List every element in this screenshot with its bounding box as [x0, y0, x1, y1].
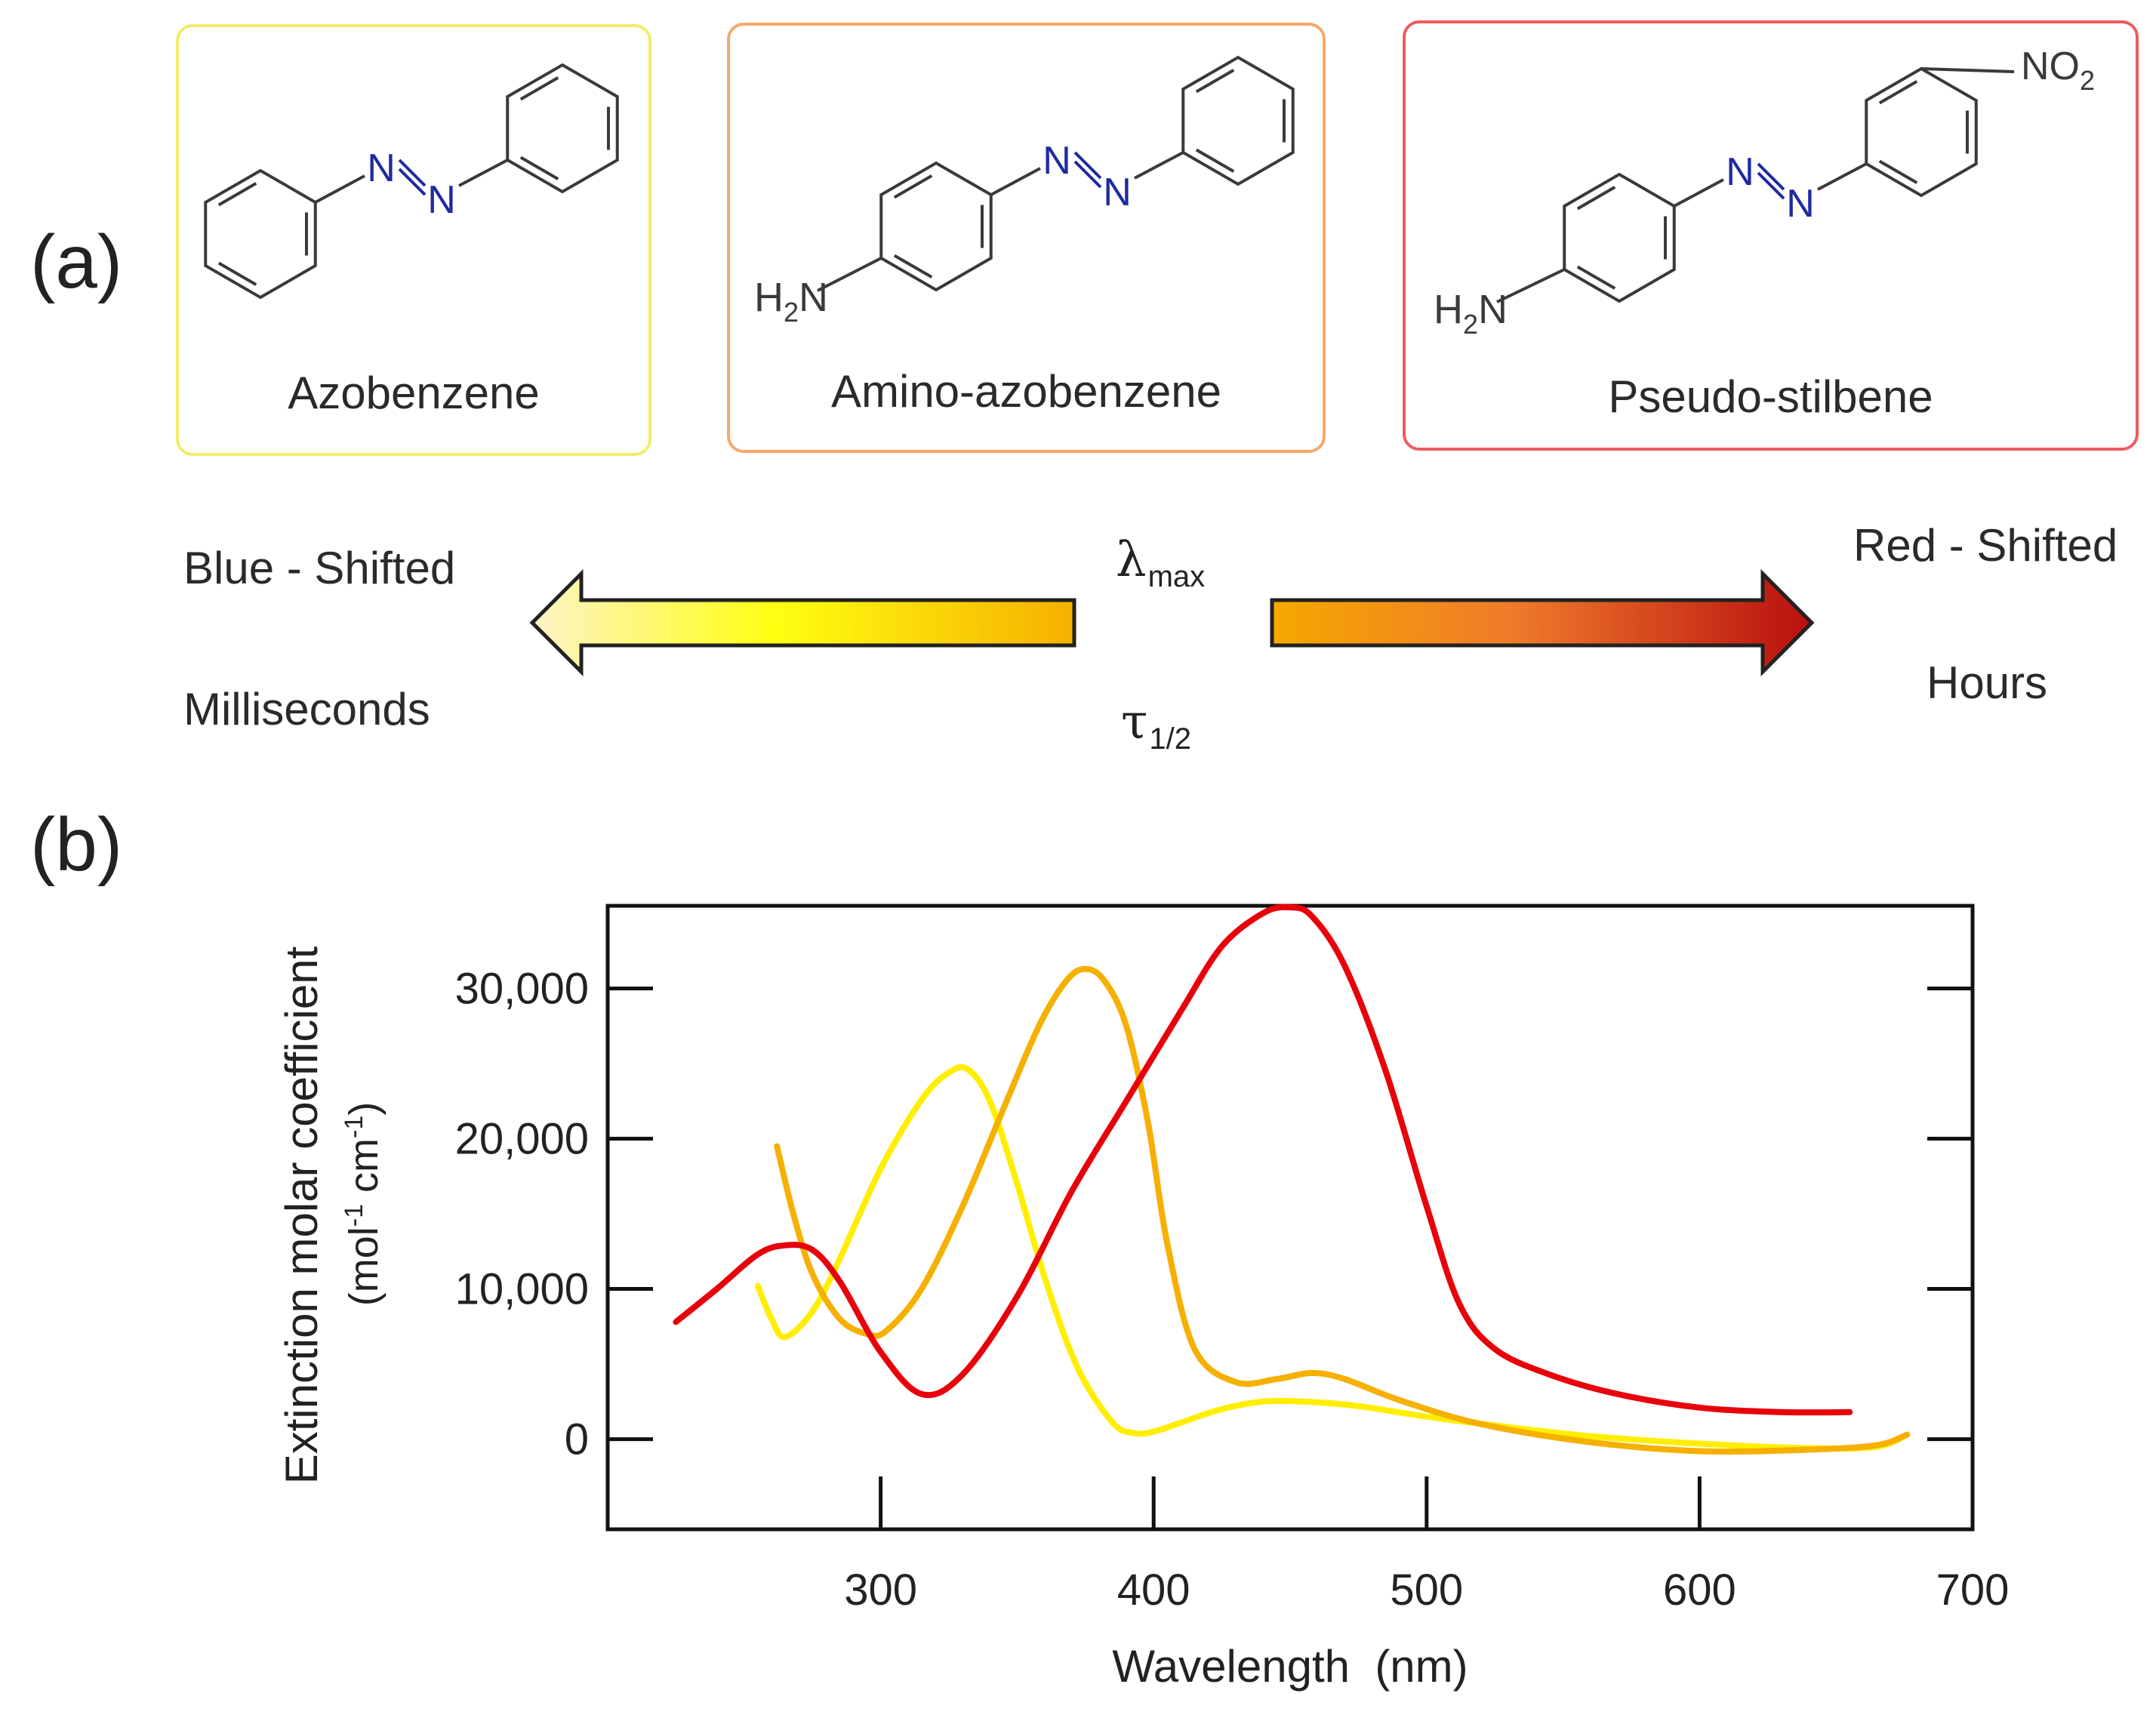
y-units-sup: -1 [340, 1116, 368, 1138]
shift-arrows [529, 568, 1815, 677]
azobenzene-structure: NN [204, 63, 619, 300]
plot-frame [605, 904, 1975, 1532]
atom-label: N [1786, 182, 1815, 226]
y-tick-label: 30,000 [455, 964, 589, 1013]
atom-label: N [1043, 139, 1071, 183]
red-shift-arrow [1270, 568, 1815, 677]
double-bond [1576, 265, 1616, 290]
lambda-symbol: λ [1116, 532, 1147, 588]
tau-subscript: 1/2 [1149, 722, 1192, 756]
series-line-amino-azobenzene [774, 965, 1911, 1455]
benzene-ring [204, 168, 317, 300]
hours-label: Hours [1927, 657, 2048, 708]
tau-symbol: τ [1121, 694, 1148, 750]
bond [1673, 178, 1724, 208]
axis-ticks [608, 986, 1973, 1529]
x-tick-label: 600 [1663, 1566, 1736, 1615]
double-bond [519, 155, 559, 180]
azo-double-bond [1073, 160, 1102, 189]
azo-double-bond [1073, 151, 1102, 180]
bond [1134, 151, 1184, 180]
y-axis-label: Extinction molar coefficient [276, 946, 327, 1484]
blue-shift-arrow [529, 568, 1076, 677]
atom-label: N [1726, 150, 1754, 194]
axis-tick-labels: 300 400 500 600 700 0 10,000 20,000 30,000 [455, 964, 2010, 1615]
double-bond [1878, 159, 1918, 184]
bond [1920, 67, 2015, 73]
panel-b-label: (b) [30, 802, 123, 887]
double-bond [217, 261, 257, 286]
x-tick-label: 700 [1936, 1566, 2010, 1615]
lambda-subscript: max [1147, 560, 1206, 593]
y-units-part: (mol [341, 1227, 387, 1306]
series-line-azobenzene [754, 1064, 1911, 1452]
data-series [673, 904, 1911, 1455]
panel-a-label: (a) [30, 220, 123, 304]
bond [990, 167, 1041, 196]
y-units-sup: -1 [340, 1204, 368, 1227]
double-bond [217, 182, 257, 207]
x-axis-label: Wavelength (nm) [1112, 1641, 1468, 1692]
atom-label: N [367, 146, 396, 190]
y-tick-label: 20,000 [455, 1115, 589, 1164]
double-bond [519, 76, 559, 101]
bond [314, 174, 365, 204]
amino-azobenzene-structure: NN H2N [754, 55, 1295, 328]
series-line-pseudo-stilbene [673, 904, 1853, 1416]
double-bond [1878, 80, 1918, 105]
amino-azobenzene-name: Amino-azobenzene [830, 366, 1221, 417]
pseudo-stilbene-structure: NN H2N NO2 [1434, 45, 2095, 340]
bond [817, 257, 882, 292]
azo-double-bond [1757, 171, 1785, 200]
azobenzene-box: Azobenzene [176, 24, 651, 456]
bond [1817, 162, 1868, 191]
x-tick-label: 400 [1117, 1566, 1190, 1615]
y-axis-units: (mol-1 cm-1) [340, 1023, 387, 1409]
y-units-part: cm [341, 1138, 387, 1204]
double-bond [1576, 186, 1616, 211]
y-units-part: ) [341, 1102, 387, 1116]
atom-label: N [1103, 171, 1132, 214]
double-bond [1195, 69, 1235, 94]
y-tick-label: 10,000 [455, 1265, 589, 1314]
azobenzene-name: Azobenzene [288, 368, 540, 418]
double-bond [893, 254, 933, 279]
bond [458, 159, 509, 187]
atom-label: N [427, 178, 456, 222]
blue-shifted-label: Blue - Shifted [183, 543, 456, 593]
double-bond [1195, 148, 1235, 173]
azo-double-bond [1757, 162, 1785, 191]
lambda-max-label: λmax [1116, 532, 1205, 594]
x-tick-label: 500 [1390, 1566, 1463, 1615]
milliseconds-label: Milliseconds [183, 684, 430, 734]
amino-azobenzene-box: Amino-azobenzene [727, 23, 1326, 453]
bond [1496, 268, 1566, 303]
azo-double-bond [398, 159, 427, 187]
y-tick-label: 0 [565, 1415, 589, 1464]
pseudo-stilbene-name: Pseudo-stilbene [1608, 371, 1933, 422]
pseudo-stilbene-box: Pseudo-stilbene [1403, 20, 2139, 451]
red-shifted-label: Red - Shifted [1853, 520, 2118, 571]
amine-label: H2N [1434, 287, 1508, 340]
tau-half-label: τ1/2 [1121, 694, 1191, 756]
azo-double-bond [398, 168, 427, 196]
x-tick-label: 300 [844, 1566, 917, 1615]
double-bond [893, 174, 933, 199]
amine-label: H2N [754, 275, 828, 328]
nitro-label: NO2 [2021, 45, 2095, 96]
